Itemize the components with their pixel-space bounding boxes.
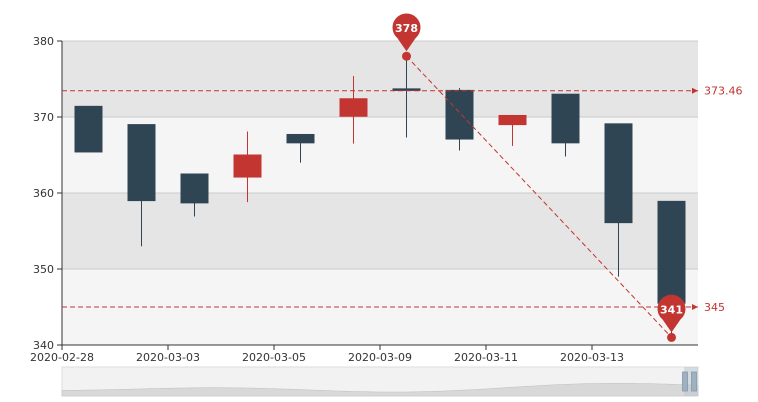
candle-body[interactable] [657,200,686,304]
mark-line-arrow [692,87,698,94]
zoom-handle[interactable] [691,371,697,392]
x-tick-label: 2020-02-28 [30,351,94,364]
candles[interactable] [74,56,686,338]
candle-body[interactable] [180,173,209,204]
background-band [62,41,698,117]
candle-body[interactable] [392,88,421,91]
candle-body[interactable] [127,124,156,202]
x-tick-label: 2020-03-03 [136,351,200,364]
mark-pin-head [657,294,686,333]
x-tick-label: 2020-03-11 [454,351,518,364]
x-tick-label: 2020-03-05 [242,351,306,364]
y-tick-label: 370 [33,111,54,124]
candle-body[interactable] [498,114,527,126]
mark-connector [406,55,672,338]
candle[interactable] [127,124,156,247]
candle-body[interactable] [604,123,633,224]
candle-body[interactable] [551,93,580,144]
candle[interactable] [498,114,527,146]
candle[interactable] [286,133,315,163]
candle-body[interactable] [339,98,368,117]
candle[interactable] [445,88,474,151]
background-band [62,117,698,193]
candle[interactable] [74,105,103,153]
x-tick-label: 2020-03-13 [560,351,624,364]
candle-body[interactable] [286,133,315,144]
y-tick-label: 360 [33,187,54,200]
x-tick-label: 2020-03-09 [348,351,412,364]
mark-pin-label: 378 [395,22,418,35]
data-zoom-slider[interactable] [61,366,699,397]
mark-pin-dot [402,51,411,61]
background-bands [62,41,698,345]
mark-pin-label: 341 [660,303,683,316]
y-tick-label: 340 [33,339,54,352]
axes: 340 350 360 370 380 2020-02-28 2020-03-03 2020-… [30,35,698,364]
zoom-handle[interactable] [682,371,688,392]
candle-body[interactable] [445,89,474,140]
y-tick-label: 350 [33,263,54,276]
mark-pin-dot [667,332,676,342]
candle[interactable] [233,131,262,203]
mark-line-label: 373.46 [704,85,743,98]
candle-body[interactable] [74,105,103,153]
mark-pin[interactable]: 341 [657,294,686,342]
mark-line-arrow [692,304,698,310]
mark-pin-head [392,13,421,52]
mark-line-label: 345 [704,301,725,314]
background-band [62,193,698,269]
candle[interactable] [657,200,686,338]
mark-pin[interactable]: 378 [392,13,421,61]
mark-lines: 373.46 345 [62,85,743,314]
candle[interactable] [604,123,633,277]
candle[interactable] [551,93,580,157]
y-tick-label: 380 [33,35,54,48]
candle[interactable] [180,173,209,217]
candle[interactable] [339,75,368,144]
candle-body[interactable] [233,154,262,178]
mark-connector-line [406,55,672,338]
zoom-overview-area [61,382,699,397]
mark-points[interactable]: 378 341 [392,13,686,342]
